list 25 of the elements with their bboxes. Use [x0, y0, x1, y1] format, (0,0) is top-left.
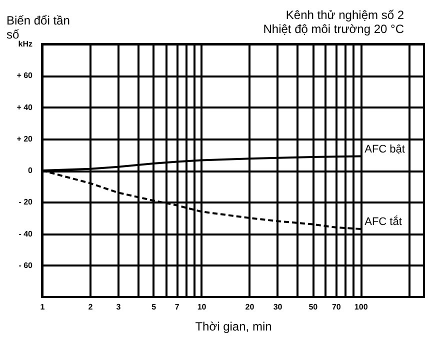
- y-tick-label: - 40: [18, 229, 34, 238]
- x-tick-label: 10: [197, 302, 207, 312]
- y-tick-label: - 20: [18, 198, 34, 207]
- y-tick-label: 0: [28, 166, 34, 175]
- y-tick-label: + 60: [16, 71, 34, 80]
- chart-subtitle: Nhiệt độ môi trường 20 °C: [263, 22, 404, 36]
- x-axis-title: Thời gian, min: [195, 320, 272, 334]
- x-tick-label: 7: [174, 302, 180, 312]
- x-tick-label: 1: [40, 302, 46, 312]
- y-tick-label: kHz: [18, 40, 32, 48]
- x-tick-label: 3: [116, 302, 122, 312]
- x-tick-label: 30: [273, 302, 283, 312]
- x-tick-label: 20: [245, 302, 255, 312]
- series-label: AFC tắt: [364, 215, 402, 228]
- x-tick-label: 70: [332, 302, 342, 312]
- x-tick-label: 2: [88, 302, 94, 312]
- x-tick-label: 100: [354, 302, 368, 312]
- series-label: AFC bật: [364, 143, 405, 156]
- y-tick-label: + 40: [16, 102, 34, 112]
- x-tick-label: 50: [308, 302, 318, 312]
- y-tick-label: - 60: [18, 260, 34, 270]
- x-tick-label: 5: [152, 302, 157, 312]
- y-axis-title: Biến đổi tần số: [6, 14, 70, 42]
- chart-title: Kênh thử nghiệm số 2: [286, 8, 404, 22]
- y-tick-label: + 20: [16, 134, 34, 144]
